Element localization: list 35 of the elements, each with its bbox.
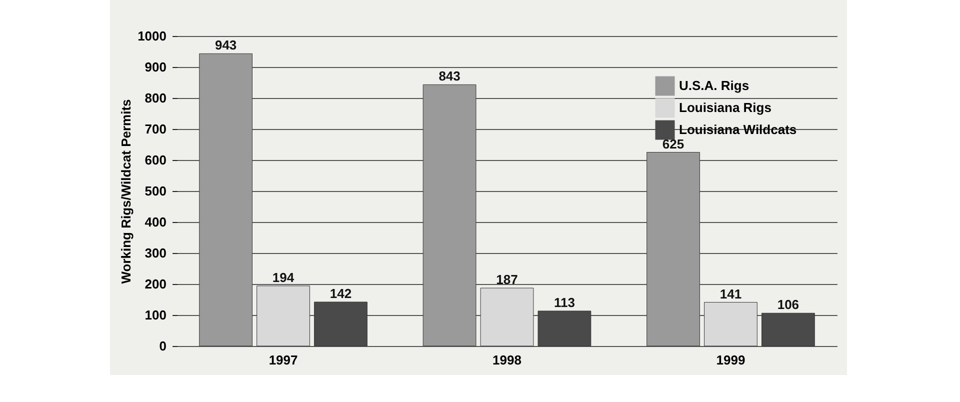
y-tick-label: 0 <box>159 338 166 354</box>
bar <box>422 84 476 346</box>
x-tick-label: 1999 <box>716 352 746 368</box>
y-tick-label: 600 <box>144 152 166 168</box>
data-label: 843 <box>438 68 460 84</box>
data-label: 141 <box>720 286 742 302</box>
data-label: 113 <box>554 294 575 310</box>
y-tick-label: 200 <box>144 276 166 292</box>
data-label: 106 <box>777 297 800 312</box>
bar <box>199 53 252 346</box>
bar <box>256 286 310 346</box>
bar <box>480 288 534 346</box>
bar <box>538 310 592 346</box>
legend-label: U.S.A. Rigs <box>679 78 750 93</box>
y-tick-label: 900 <box>144 60 166 74</box>
y-tick-label: 1000 <box>138 28 166 44</box>
bar <box>704 302 758 346</box>
y-tick-label: 400 <box>144 214 166 230</box>
bar <box>762 312 815 346</box>
data-label: 194 <box>272 270 295 285</box>
x-tick-label: 1997 <box>268 352 298 368</box>
x-tick-label: 1998 <box>492 352 522 368</box>
y-axis-title: Working Rigs/Wildcat Permits <box>118 99 134 284</box>
y-tick-label: 800 <box>144 90 166 106</box>
bar <box>646 152 700 346</box>
data-label: 943 <box>214 38 237 53</box>
data-label: 187 <box>496 272 518 288</box>
data-label: 625 <box>662 136 684 152</box>
y-tick-label: 700 <box>144 122 166 136</box>
y-tick-label: 300 <box>144 246 166 260</box>
y-tick-label: 500 <box>144 184 166 198</box>
legend-label: Louisiana Rigs <box>679 100 772 115</box>
y-tick-label: 100 <box>144 308 166 322</box>
bar <box>314 302 368 346</box>
data-label: 142 <box>330 286 352 301</box>
